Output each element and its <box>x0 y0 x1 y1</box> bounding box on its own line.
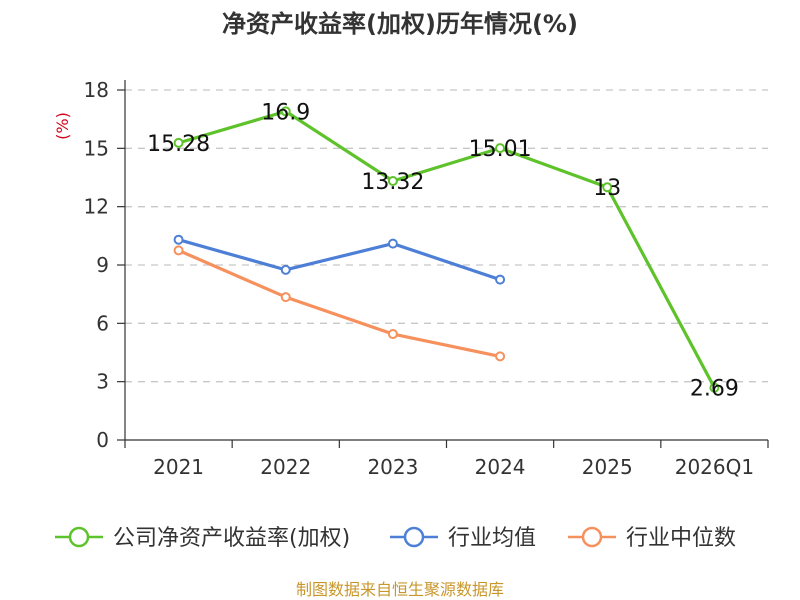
axes: 0 3 6 9 12 15 18 2021 2022 2023 2024 2025 2026Q1 <box>84 78 769 479</box>
data-point-s1-3 <box>495 274 506 285</box>
data-label-3: 15.01 <box>469 137 532 162</box>
data-labels: 15.28 16.9 13.32 15.01 13 2.69 <box>147 100 739 401</box>
data-point-s0-5 <box>709 382 720 393</box>
data-point-s1-0 <box>173 234 184 245</box>
x-tick-label-2026Q1: 2026Q1 <box>675 455 754 479</box>
data-label-2: 13.32 <box>361 170 424 195</box>
x-tick-label-2021: 2021 <box>153 455 204 479</box>
data-point-s1-1 <box>280 264 291 275</box>
y-tick-label-0: 0 <box>96 428 109 452</box>
legend-marker-1 <box>403 526 425 548</box>
y-tick-label-15: 15 <box>84 136 109 160</box>
data-point-s2-1 <box>280 292 291 303</box>
data-point-s0-2 <box>387 176 398 186</box>
chart-title: 净资产收益率(加权)历年情况(%) <box>222 10 578 38</box>
legend-label-2: 行业中位数 <box>626 526 736 551</box>
data-source-note: 制图数据来自恒生聚源数据库 <box>296 580 504 599</box>
x-tick-label-2023: 2023 <box>367 455 418 479</box>
x-tick-label-2024: 2024 <box>475 455 526 479</box>
legend-label-1: 行业均值 <box>448 526 536 551</box>
y-tick-label-18: 18 <box>84 78 109 102</box>
data-point-s2-0 <box>173 245 184 256</box>
x-tick-label-2022: 2022 <box>260 455 311 479</box>
data-point-s0-1 <box>280 106 291 117</box>
grid-lines <box>125 89 768 383</box>
y-tick-label-6: 6 <box>96 311 109 335</box>
data-label-5: 2.69 <box>690 377 739 402</box>
data-point-s0-0 <box>173 137 184 148</box>
data-point-s1-2 <box>387 238 398 249</box>
series-line-2 <box>177 248 501 358</box>
series-line-1 <box>178 238 501 282</box>
data-label-0: 15.28 <box>147 132 210 157</box>
data-point-s2-2 <box>387 329 398 340</box>
y-tick-label-3: 3 <box>96 370 109 394</box>
series-layer <box>173 106 720 393</box>
data-point-s0-4 <box>602 182 613 193</box>
legend-marker-0 <box>68 526 90 548</box>
x-tick-label-2025: 2025 <box>582 455 633 479</box>
legend-marker-2 <box>581 526 603 548</box>
data-point-s2-3 <box>495 351 506 362</box>
y-tick-label-9: 9 <box>96 253 109 277</box>
data-label-1: 16.9 <box>261 100 310 125</box>
y-axis-unit-label: (%) <box>53 112 72 140</box>
data-label-4: 13 <box>593 176 621 201</box>
legend: 公司净资产收益率(加权) 行业均值 行业中位数 <box>55 526 736 551</box>
y-tick-label-12: 12 <box>84 195 109 219</box>
legend-label-0: 公司净资产收益率(加权) <box>113 526 350 551</box>
data-point-s0-3 <box>495 143 506 154</box>
series-line-0 <box>178 109 716 389</box>
